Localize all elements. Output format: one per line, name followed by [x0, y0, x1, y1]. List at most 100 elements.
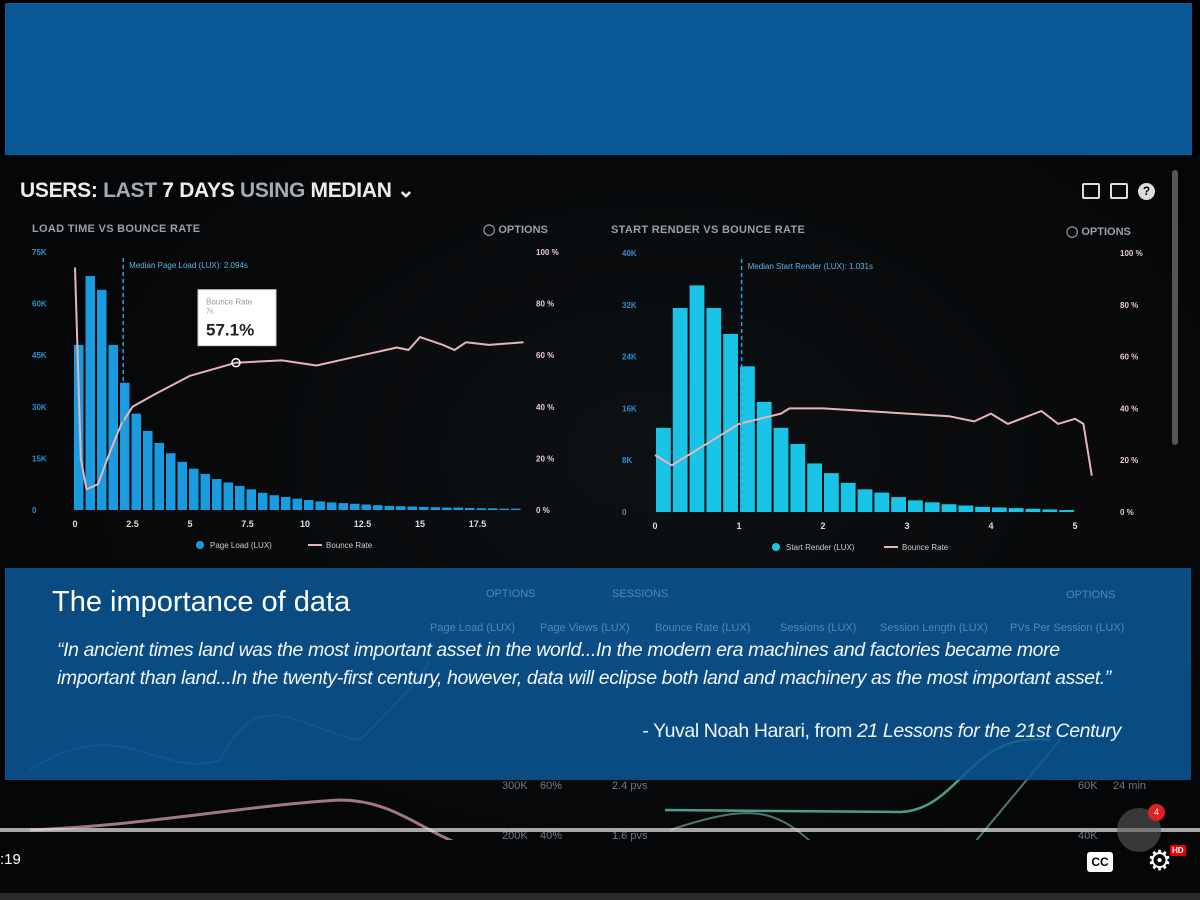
attribution-book: 21 Lessons for the 21st Century [856, 720, 1121, 742]
caption-quote: “In ancient times land was the most impo… [57, 639, 1111, 689]
histogram-bar [1059, 510, 1074, 512]
y-right-tick-label: 40 % [1120, 404, 1138, 413]
y-right-tick-label: 20 % [536, 454, 554, 463]
histogram-bar [476, 508, 486, 510]
histogram-bar [1025, 508, 1041, 512]
chart1-options-label: OPTIONS [498, 224, 548, 236]
histogram-bar [373, 505, 383, 510]
histogram-bar [350, 503, 360, 510]
share-icon [1110, 183, 1128, 199]
title-median: MEDIAN [310, 179, 392, 202]
histogram-bar [327, 502, 337, 510]
histogram-bar [200, 473, 210, 510]
histogram-bar [120, 382, 130, 510]
histogram-bar [246, 489, 256, 510]
histogram-bar [258, 492, 268, 510]
histogram-bar [975, 506, 990, 512]
y-right-tick-label: 0 % [536, 506, 550, 515]
x-tick-label: 4 [988, 521, 993, 531]
dashboard-title: USERS: LAST 7 DAYS USING MEDIAN ⌄ [20, 178, 415, 203]
chart1-title: LOAD TIME VS BOUNCE RATE [32, 223, 201, 235]
dashboard-icons: ? [1082, 183, 1155, 200]
histogram-bar [672, 308, 688, 512]
legend-bar-marker [772, 543, 780, 551]
y-left-tick-label: 24K [622, 353, 637, 362]
histogram-bar [924, 502, 940, 512]
y-right-tick-label: 0 % [1120, 508, 1134, 517]
x-tick-label: 10 [300, 519, 310, 529]
histogram-bar [689, 285, 705, 512]
histogram-bar [85, 276, 95, 510]
caption-attribution: - Yuval Noah Harari, from 21 Lessons for… [642, 720, 1121, 743]
histogram-bar [166, 453, 176, 510]
settings-gear-icon[interactable]: ⚙ [1147, 845, 1173, 876]
y-left-tick-label: 40K [622, 249, 637, 258]
histogram-bar [656, 427, 671, 512]
y-right-tick-label: 60 % [1120, 353, 1138, 362]
histogram-bar [396, 506, 406, 510]
help-icon: ? [1138, 183, 1155, 200]
x-tick-label: 1 [736, 521, 741, 531]
tooltip-label: Bounce Rate [206, 298, 253, 307]
histogram-bar [97, 289, 107, 510]
histogram-bar [488, 508, 498, 510]
tooltip-sub: 7s [206, 309, 214, 316]
y-left-tick-label: 0 [32, 506, 37, 515]
chevron-down-icon: ⌄ [397, 179, 415, 202]
chart2-options-label: OPTIONS [1081, 226, 1131, 238]
histogram-bar [824, 473, 839, 512]
histogram-bar [223, 482, 233, 510]
histogram-bar [807, 463, 822, 512]
y-right-tick-label: 80 % [1120, 301, 1138, 310]
notification-badge: 4 [1148, 804, 1165, 821]
histogram-bar [756, 401, 772, 512]
histogram-bar [874, 492, 890, 512]
histogram-bar [143, 430, 153, 510]
histogram-bar [430, 507, 440, 510]
legend-bar-label: Page Load (LUX) [210, 541, 272, 550]
captions-button[interactable]: CC [1087, 852, 1113, 872]
histogram-bar [453, 507, 463, 510]
histogram-bar [177, 461, 187, 510]
y-left-tick-label: 60K [32, 300, 47, 309]
x-tick-label: 12.5 [354, 519, 372, 529]
x-tick-label: 5 [187, 519, 192, 529]
x-tick-label: 7.5 [241, 519, 254, 529]
x-tick-label: 3 [904, 521, 909, 531]
histogram-bar [511, 508, 521, 510]
histogram-bar [338, 503, 348, 510]
video-progress-bar[interactable] [0, 828, 1200, 832]
histogram-bar [108, 344, 118, 510]
histogram-bar [891, 497, 906, 512]
title-users: USERS: [20, 179, 98, 202]
y-right-tick-label: 20 % [1120, 456, 1138, 465]
histogram-bar [189, 468, 199, 510]
attribution-author: - Yuval Noah Harari, from [642, 720, 857, 742]
median-annotation: Median Start Render (LUX): 1.031s [748, 262, 873, 271]
histogram-bar [840, 482, 856, 512]
histogram-bar [958, 505, 974, 512]
histogram-bar [281, 496, 291, 510]
histogram-bar [407, 506, 417, 510]
bounce-rate-line [74, 267, 524, 491]
legend-line-label: Bounce Rate [902, 543, 949, 552]
histogram-bar [723, 333, 738, 512]
y-right-tick-label: 100 % [536, 248, 559, 257]
histogram-bar [304, 500, 314, 510]
histogram-bar [235, 485, 245, 510]
histogram-bar [131, 413, 141, 510]
histogram-bar [74, 344, 84, 510]
title-last: LAST [103, 179, 157, 202]
hd-badge: HD [1170, 845, 1186, 856]
histogram-bar [465, 507, 475, 510]
histogram-bar [499, 508, 509, 510]
legend-bar-label: Start Render (LUX) [786, 543, 855, 552]
histogram-bar [442, 507, 452, 510]
chart2-title: START RENDER VS BOUNCE RATE [611, 224, 806, 236]
histogram-bar [1042, 509, 1058, 512]
legend-line-label: Bounce Rate [326, 541, 373, 550]
histogram-bar [908, 500, 923, 512]
histogram-bar [154, 442, 164, 510]
histogram-bar [1008, 508, 1024, 512]
caption-title: The importance of data [52, 586, 351, 618]
